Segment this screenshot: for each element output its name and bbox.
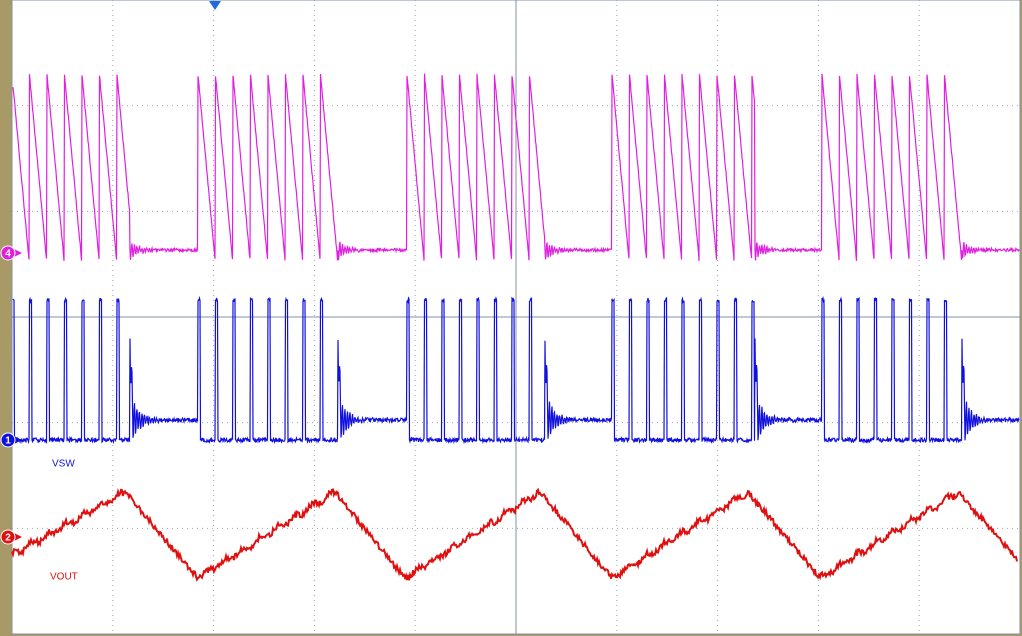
channel-label: VOUT [50, 572, 78, 583]
channel-number: 2 [5, 533, 11, 544]
channel-number: 4 [5, 249, 11, 260]
channel-label: VSW [52, 459, 75, 470]
channel-number: 1 [5, 436, 11, 447]
